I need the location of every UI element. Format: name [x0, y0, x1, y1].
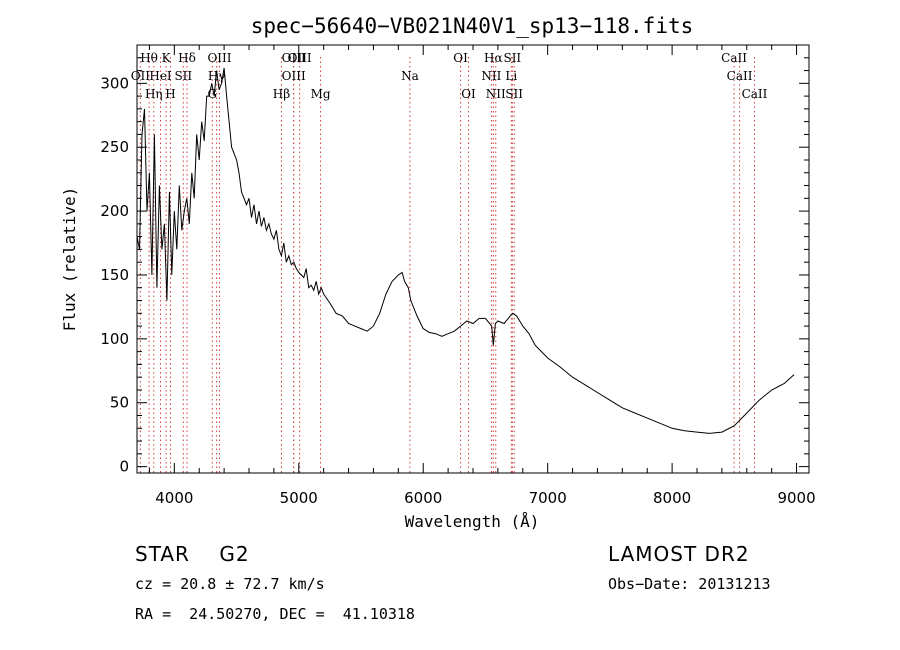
- y-tick-label: 0: [119, 458, 129, 476]
- coordinates: RA = 24.50270, DEC = 41.10318: [135, 605, 415, 623]
- y-tick-label: 150: [100, 266, 129, 284]
- line-label: NII: [486, 87, 506, 101]
- x-tick-label: 6000: [404, 489, 442, 507]
- y-axis-ticks: 0 50 100 150 200 250 300: [100, 57, 809, 476]
- line-label: OIII: [282, 51, 306, 65]
- survey-name: LAMOST DR2: [608, 542, 750, 566]
- y-axis-label: Flux (relative): [60, 187, 79, 332]
- line-label: OI: [453, 51, 468, 65]
- line-label: NII: [481, 69, 501, 83]
- x-tick-label: 5000: [280, 489, 318, 507]
- y-tick-label: 200: [100, 202, 129, 220]
- line-label: SII: [503, 51, 521, 65]
- line-label: OIII: [288, 51, 312, 65]
- x-tick-label: 8000: [653, 489, 691, 507]
- line-label: OII: [131, 69, 151, 83]
- object-class: STAR G2: [135, 542, 250, 566]
- redshift-cz: cz = 20.8 ± 72.7 km/s: [135, 575, 325, 593]
- line-label: SII: [505, 87, 523, 101]
- line-label: CaII: [721, 51, 747, 65]
- observation-date: Obs−Date: 20131213: [608, 575, 771, 593]
- x-axis-label: Wavelength (Å): [405, 512, 540, 531]
- line-label: Na: [401, 69, 419, 83]
- chart-title: spec−56640−VB021N40V1_sp13−118.fits: [251, 14, 694, 38]
- y-tick-label: 100: [100, 330, 129, 348]
- line-label: Hβ: [273, 87, 290, 101]
- line-label: Li: [505, 69, 517, 83]
- x-axis-ticks: 4000 5000 6000 7000 8000 9000: [148, 45, 816, 507]
- spectrum-line: [136, 67, 795, 434]
- x-tick-label: 7000: [529, 489, 567, 507]
- y-tick-label: 300: [100, 74, 129, 92]
- plot-frame: [136, 44, 810, 474]
- x-tick-label: 4000: [155, 489, 193, 507]
- line-label: CaII: [727, 69, 753, 83]
- line-label: H: [165, 87, 175, 101]
- y-tick-label: 50: [110, 394, 129, 412]
- line-label: G: [207, 87, 217, 101]
- emission-line-markers: [139, 57, 755, 473]
- x-tick-label: 9000: [777, 489, 815, 507]
- line-label: K: [162, 51, 172, 65]
- line-label: Hη: [145, 87, 163, 101]
- line-label: Hδ: [178, 51, 196, 65]
- line-label: Hα: [484, 51, 503, 65]
- line-label: SII: [174, 69, 192, 83]
- line-label: Mg: [311, 87, 331, 101]
- line-label: OI: [461, 87, 476, 101]
- line-label: HeI: [149, 69, 172, 83]
- line-label: OIII: [207, 51, 231, 65]
- line-label: Hγ: [208, 69, 226, 83]
- y-tick-label: 250: [100, 138, 129, 156]
- line-label: OIII: [282, 69, 306, 83]
- line-label: Hθ: [140, 51, 158, 65]
- line-label: CaII: [742, 87, 768, 101]
